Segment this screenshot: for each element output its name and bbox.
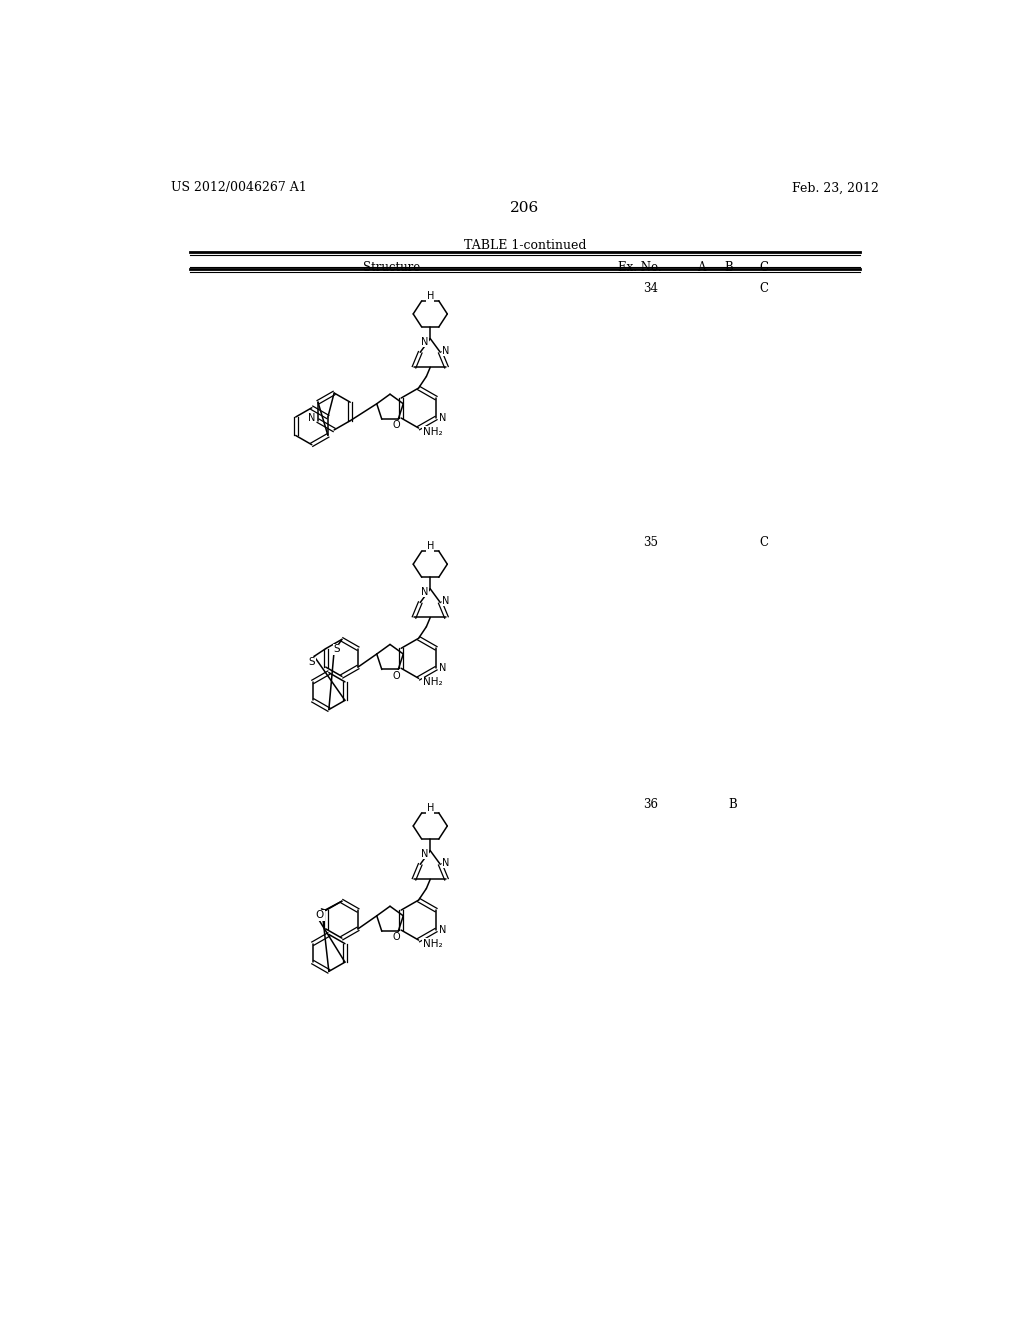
Text: N: N [421,587,428,597]
Text: A: A [697,261,706,273]
Text: H: H [427,804,434,813]
Text: N: N [421,849,428,859]
Text: N: N [439,663,446,673]
Text: S: S [308,657,315,668]
Text: N: N [442,597,450,606]
Text: NH₂: NH₂ [423,426,442,437]
Text: US 2012/0046267 A1: US 2012/0046267 A1 [171,181,306,194]
Text: N: N [442,346,450,356]
Text: O: O [393,420,400,430]
Text: N: N [439,413,446,422]
Text: N: N [421,337,428,347]
Text: N: N [439,925,446,935]
Text: B: B [724,261,733,273]
Text: B: B [729,797,737,810]
Text: C: C [759,261,768,273]
Text: O: O [393,671,400,681]
Text: H: H [427,292,434,301]
Text: O: O [315,909,324,920]
Text: O: O [393,932,400,942]
Text: Ex. No.: Ex. No. [617,261,662,273]
Text: NH₂: NH₂ [423,677,442,688]
Text: 35: 35 [643,536,658,549]
Text: C: C [760,281,769,294]
Text: C: C [760,536,769,549]
Text: S: S [333,644,340,655]
Text: 36: 36 [643,797,658,810]
Text: Structure: Structure [362,261,420,273]
Text: NH₂: NH₂ [423,939,442,949]
Text: 206: 206 [510,201,540,215]
Text: TABLE 1-continued: TABLE 1-continued [464,239,586,252]
Text: H: H [427,541,434,552]
Text: Feb. 23, 2012: Feb. 23, 2012 [793,181,879,194]
Text: N: N [308,413,315,424]
Text: N: N [442,858,450,867]
Text: 34: 34 [643,281,658,294]
